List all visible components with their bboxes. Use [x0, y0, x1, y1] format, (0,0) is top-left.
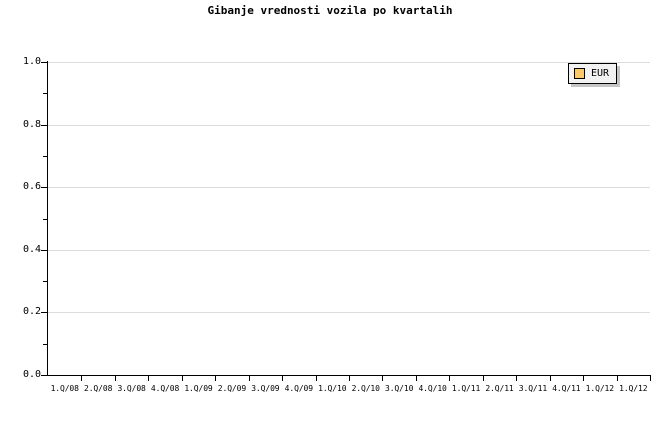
chart-legend[interactable]: EUR — [568, 63, 618, 84]
x-axis-tick — [449, 376, 450, 381]
gridline — [48, 62, 650, 63]
y-axis-tick-minor — [43, 155, 47, 157]
x-axis-tick — [115, 376, 116, 381]
chart-title: Gibanje vrednosti vozila po kvartalih — [207, 4, 453, 17]
x-axis-label: 1.Q/10 — [318, 384, 347, 393]
x-axis-tick — [249, 376, 250, 381]
x-axis-label: 3.Q/11 — [518, 384, 548, 393]
y-axis-label: 0.0 — [22, 369, 41, 380]
x-axis-label: 4.Q/10 — [418, 384, 447, 393]
x-axis-label: 4.Q/08 — [150, 384, 180, 393]
x-axis-label: 3.Q/08 — [117, 384, 146, 393]
x-axis-label: 2.Q/11 — [485, 384, 514, 393]
x-axis-label: 2.Q/08 — [84, 384, 113, 393]
x-axis-tick — [483, 376, 484, 381]
x-axis-label: 3.Q/09 — [251, 384, 280, 393]
legend-swatch-eur-icon — [574, 68, 585, 79]
y-axis-tick-major — [41, 249, 47, 251]
y-axis-tick-major — [41, 187, 47, 189]
y-axis-tick-minor — [43, 343, 47, 345]
x-axis-tick — [81, 376, 82, 381]
x-axis-tick — [282, 376, 283, 381]
y-axis-tick-minor — [43, 218, 47, 220]
gridline — [48, 187, 650, 189]
y-axis-tick-major — [41, 375, 47, 376]
y-axis-tick-minor — [43, 281, 47, 283]
gridline — [48, 312, 650, 314]
x-axis-label: 1.Q/12 — [619, 384, 648, 393]
y-axis-tick-major — [41, 62, 47, 63]
x-axis-tick — [148, 376, 149, 381]
x-axis-label: 1.Q/12 — [585, 384, 614, 393]
x-axis-label: 3.Q/10 — [385, 384, 414, 393]
x-axis-tick — [617, 376, 618, 381]
x-axis-label: 2.Q/10 — [351, 384, 380, 393]
y-axis-label: 0.8 — [22, 118, 41, 130]
plot-area — [48, 62, 650, 375]
x-axis-label: 2.Q/09 — [217, 384, 247, 393]
y-axis-tick-minor — [43, 93, 47, 95]
x-axis-tick — [316, 376, 317, 381]
gridline — [48, 124, 650, 126]
y-axis-label: 0.2 — [22, 306, 41, 318]
legend-label-eur: EUR — [591, 67, 610, 79]
x-axis-tick — [382, 376, 383, 381]
series-eur — [48, 62, 650, 375]
x-axis-tick — [349, 376, 350, 381]
y-axis-label: 1.0 — [22, 56, 41, 67]
x-axis-line — [47, 375, 651, 376]
y-axis-tick-major — [41, 312, 47, 314]
x-axis-tick — [416, 376, 417, 381]
gridline — [48, 249, 650, 251]
x-axis-tick — [516, 376, 517, 381]
x-axis-tick — [182, 376, 183, 381]
x-axis-label: 1.Q/08 — [50, 384, 79, 393]
x-axis-label: 1.Q/11 — [451, 384, 481, 393]
y-axis-label: 0.4 — [22, 243, 41, 255]
x-axis-tick — [583, 376, 584, 381]
y-axis-labels: 0.0 0.2 0.4 0.6 0.8 1.0 — [0, 0, 41, 440]
x-axis-tick — [215, 376, 216, 381]
y-axis-tick-major — [41, 124, 47, 126]
x-axis-label: 4.Q/09 — [284, 384, 313, 393]
x-axis-label: 4.Q/11 — [552, 384, 581, 393]
x-axis-tick — [650, 376, 651, 381]
y-axis-label: 0.6 — [22, 181, 41, 193]
x-axis-tick — [550, 376, 551, 381]
x-axis-label: 1.Q/09 — [184, 384, 213, 393]
y-axis-line — [47, 61, 48, 376]
